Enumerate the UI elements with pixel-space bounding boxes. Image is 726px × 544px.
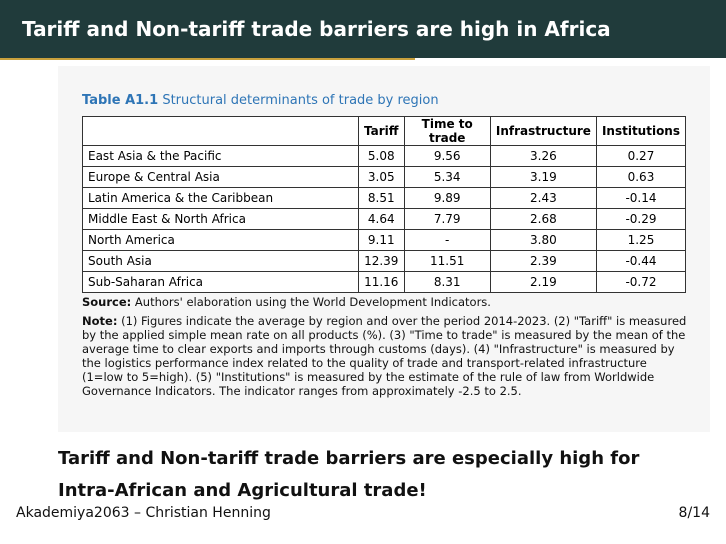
table-row: South Asia 12.39 11.51 2.39 -0.44: [82, 250, 687, 272]
table-cell: Sub-Saharan Africa: [82, 271, 359, 293]
table-cell: Europe & Central Asia: [82, 166, 359, 188]
table-cell: 3.26: [489, 145, 597, 167]
table-cell: 5.34: [403, 166, 491, 188]
note: Note: (1) Figures indicate the average b…: [82, 314, 688, 398]
table-cell: 9.89: [403, 187, 491, 209]
table-cell: Middle East & North Africa: [82, 208, 359, 230]
note-label: Note:: [82, 314, 118, 328]
table-cell: 8.51: [358, 187, 405, 209]
table-cell: 0.27: [595, 145, 687, 167]
table-row: Sub-Saharan Africa 11.16 8.31 2.19 -0.72: [82, 271, 687, 293]
table-cell: 8.31: [403, 271, 491, 293]
table-cell: -0.14: [595, 187, 687, 209]
table-row: North America 9.11-3.80 1.25: [82, 229, 687, 251]
data-table: Tariff Time to trade Infrastructure Institu…: [82, 116, 687, 293]
table-cell: 2.19: [489, 271, 597, 293]
slide-title: Tariff and Non-tariff trade barriers are…: [0, 0, 726, 58]
table-cell: Institutions: [595, 116, 687, 146]
source-label: Source:: [82, 295, 132, 309]
source-text: Authors' elaboration using the World Dev…: [134, 295, 491, 309]
table-cell: 5.08: [358, 145, 405, 167]
table-cell: Latin America & the Caribbean: [82, 187, 359, 209]
table-cell: 1.25: [595, 229, 687, 251]
table-cell: -0.72: [595, 271, 687, 293]
table-row: East Asia & the Pacific 5.08 9.56 3.26 0.27: [82, 145, 687, 167]
table-cell: 7.79: [403, 208, 491, 230]
table-cell: 2.43: [489, 187, 597, 209]
table-label: Table A1.1: [82, 93, 159, 108]
table-cell: 3.19: [489, 166, 597, 188]
page-number: 8/14: [678, 505, 710, 521]
table-cell: 2.68: [489, 208, 597, 230]
table-row: Latin America & the Caribbean 8.51 9.89 2.4…: [82, 187, 687, 209]
table-cell: North America: [82, 229, 359, 251]
table-cell: East Asia & the Pacific: [82, 145, 359, 167]
table-cell: Tariff: [358, 116, 405, 146]
table-cell: 11.51: [403, 250, 491, 272]
table-cell: 11.16: [358, 271, 405, 293]
table-title: Table A1.1 Structural determinants of tr…: [82, 93, 439, 108]
table-cell: 9.56: [403, 145, 491, 167]
table-cell: 9.11: [358, 229, 405, 251]
table-cell: -: [403, 229, 491, 251]
table-cell: 4.64: [358, 208, 405, 230]
table-cell: -0.29: [595, 208, 687, 230]
footer-left: Akademiya2063 – Christian Henning: [16, 505, 271, 521]
table-cell: 3.80: [489, 229, 597, 251]
table-cell: 12.39: [358, 250, 405, 272]
table-row: Europe & Central Asia 3.05 5.34 3.19 0.63: [82, 166, 687, 188]
table-cell: Time to trade: [403, 116, 491, 146]
table-caption: Structural determinants of trade by regi…: [162, 93, 439, 108]
table-cell: 3.05: [358, 166, 405, 188]
caption-line: Intra-African and Agricultural trade!: [58, 480, 427, 501]
table-row: Middle East & North Africa 4.64 7.79 2.68 -0…: [82, 208, 687, 230]
table-cell: [82, 116, 359, 146]
table-cell: South Asia: [82, 250, 359, 272]
source: Source: Authors' elaboration using the W…: [82, 295, 688, 309]
table-cell: 0.63: [595, 166, 687, 188]
title-rule: [0, 58, 415, 60]
table-cell: -0.44: [595, 250, 687, 272]
note-text: (1) Figures indicate the average by regi…: [82, 314, 687, 398]
header-row: Tariff Time to trade Infrastructure Institu…: [82, 116, 687, 146]
caption-line: Tariff and Non-tariff trade barriers are…: [58, 448, 640, 469]
table-cell: Infrastructure: [489, 116, 597, 146]
table-figure: Table A1.1 Structural determinants of tr…: [58, 66, 710, 432]
table-cell: 2.39: [489, 250, 597, 272]
